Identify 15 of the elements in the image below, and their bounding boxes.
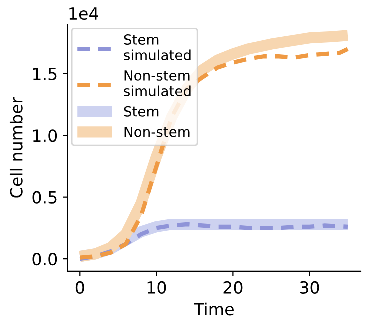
legend-label: Stem simulated <box>124 34 191 61</box>
legend-label: Stem <box>124 106 159 117</box>
text: 1e4 <box>70 8 98 20</box>
y-tick-label: 1.0 <box>33 130 58 142</box>
x-axis-title: Time <box>194 302 234 316</box>
x-tick-label: 30 <box>300 281 320 294</box>
y-tick-label: 0.0 <box>32 253 58 266</box>
x-tick-label: 0 <box>76 281 84 294</box>
y-axis-title: Cell number <box>10 97 23 198</box>
legend-label: Non-stem <box>124 126 190 138</box>
y-tick-label: 1.5 <box>33 68 57 80</box>
y-tick-label: 0.5 <box>32 191 57 204</box>
x-tick-label: 20 <box>224 281 243 294</box>
x-tick-label: 10 <box>148 281 166 294</box>
legend-label: Non-stem simulated <box>124 70 191 96</box>
